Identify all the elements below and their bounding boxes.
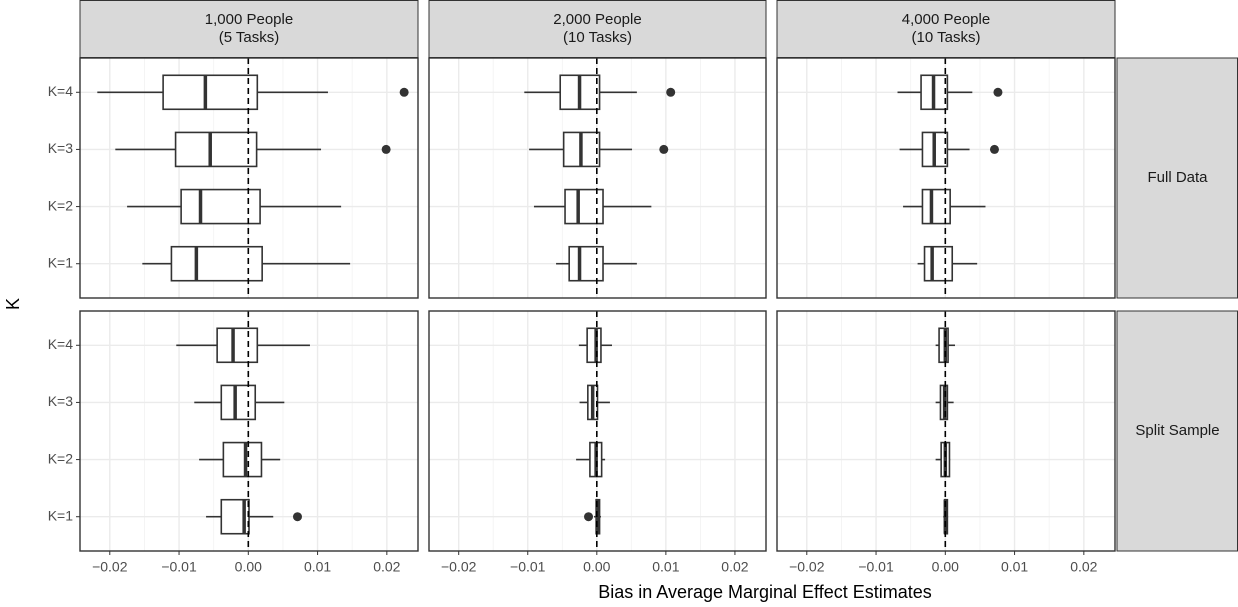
column-strip-label: 2,000 People: [553, 11, 641, 28]
x-tick-label: 0.01: [1001, 559, 1028, 575]
y-tick-label: K=3: [48, 393, 74, 409]
box: [586, 327, 602, 364]
column-strip: [776, 0, 1116, 58]
panel-border: [776, 57, 1116, 299]
outlier: [381, 144, 391, 154]
box: [222, 441, 263, 478]
x-tick-label: 0.01: [304, 559, 331, 575]
x-tick-label: 0.00: [583, 559, 610, 575]
x-tick-label: 0.02: [373, 559, 400, 575]
y-tick-label: K=2: [48, 450, 74, 466]
panel-border: [79, 310, 419, 552]
y-axis-title: K: [3, 298, 23, 310]
box: [220, 384, 257, 421]
outlier: [292, 512, 302, 522]
x-tick-label: 0.02: [721, 559, 748, 575]
outlier: [666, 87, 676, 97]
column-strip-label: (10 Tasks): [563, 29, 632, 46]
x-tick-label: −0.02: [789, 559, 825, 575]
box: [162, 74, 259, 111]
x-tick-label: −0.01: [510, 559, 546, 575]
x-tick-label: 0.00: [932, 559, 959, 575]
box: [216, 327, 259, 364]
row-strip-label: Split Sample: [1135, 422, 1219, 439]
x-tick-label: 0.02: [1070, 559, 1097, 575]
box: [923, 245, 954, 282]
y-tick-label: K=3: [48, 140, 74, 156]
outlier: [659, 144, 669, 154]
x-tick-label: −0.02: [441, 559, 477, 575]
box: [564, 188, 604, 225]
x-tick-label: 0.00: [235, 559, 262, 575]
y-tick-label: K=2: [48, 197, 74, 213]
y-tick-label: K=1: [48, 254, 74, 270]
column-strip-label: 4,000 People: [902, 11, 990, 28]
panel-border: [428, 57, 767, 299]
row-strip-label: Full Data: [1147, 169, 1208, 186]
box: [174, 131, 258, 168]
outlier: [989, 144, 999, 154]
x-tick-label: −0.01: [161, 559, 197, 575]
column-strip-label: (5 Tasks): [219, 29, 280, 46]
column-strip-label: (10 Tasks): [912, 29, 981, 46]
y-tick-label: K=4: [48, 336, 74, 352]
outlier: [993, 87, 1003, 97]
box: [921, 188, 951, 225]
panel-border: [776, 310, 1116, 552]
box: [180, 188, 261, 225]
outlier: [399, 87, 409, 97]
panel-border: [79, 57, 419, 299]
column-strip-label: 1,000 People: [205, 11, 293, 28]
y-tick-label: K=1: [48, 507, 74, 523]
x-tick-label: −0.02: [92, 559, 128, 575]
y-tick-label: K=4: [48, 83, 74, 99]
row-strip: [1116, 57, 1238, 299]
outlier: [584, 512, 594, 522]
x-tick-label: 0.01: [652, 559, 679, 575]
box: [568, 245, 604, 282]
x-axis-title: Bias in Average Marginal Effect Estimate…: [598, 582, 932, 602]
box: [170, 245, 263, 282]
column-strip: [79, 0, 419, 58]
row-strip: [1116, 310, 1238, 552]
column-strip: [428, 0, 767, 58]
x-tick-label: −0.01: [858, 559, 894, 575]
panel-border: [428, 310, 767, 552]
